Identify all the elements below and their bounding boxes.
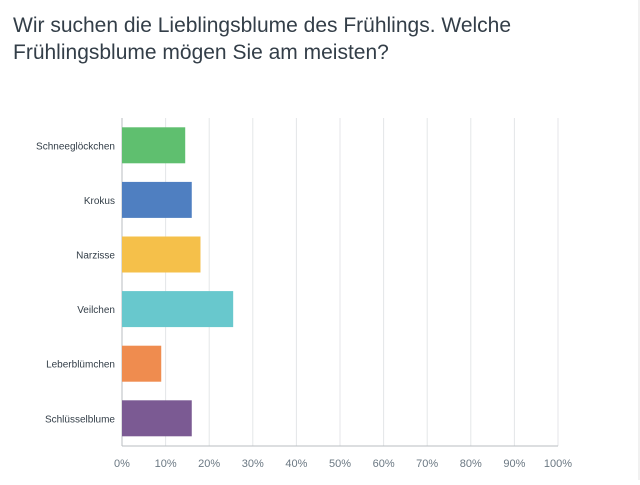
bar [122, 400, 192, 437]
category-label: Narzisse [76, 251, 115, 262]
x-tick-label: 40% [285, 458, 307, 470]
x-tick-label: 10% [155, 458, 177, 470]
bar [122, 236, 201, 273]
category-label: Schlüsselblume [45, 414, 115, 425]
x-tick-label: 30% [242, 458, 264, 470]
question-title: Wir suchen die Lieblingsblume des Frühli… [13, 14, 512, 64]
scrollbar-track [638, 0, 640, 480]
bar [122, 291, 234, 328]
category-label: Schneeglöckchen [36, 141, 115, 152]
bar [122, 127, 186, 164]
x-tick-label: 0% [114, 458, 130, 470]
category-label: Veilchen [77, 305, 115, 316]
x-tick-label: 100% [544, 458, 572, 470]
x-tick-label: 20% [198, 458, 220, 470]
bar [122, 345, 162, 382]
x-tick-label: 70% [416, 458, 438, 470]
category-label: Leberblümchen [46, 360, 115, 371]
bar [122, 181, 192, 218]
x-tick-label: 50% [329, 458, 351, 470]
category-label: Krokus [84, 196, 115, 207]
x-tick-label: 60% [373, 458, 395, 470]
x-tick-label: 90% [503, 458, 525, 470]
x-tick-label: 80% [460, 458, 482, 470]
